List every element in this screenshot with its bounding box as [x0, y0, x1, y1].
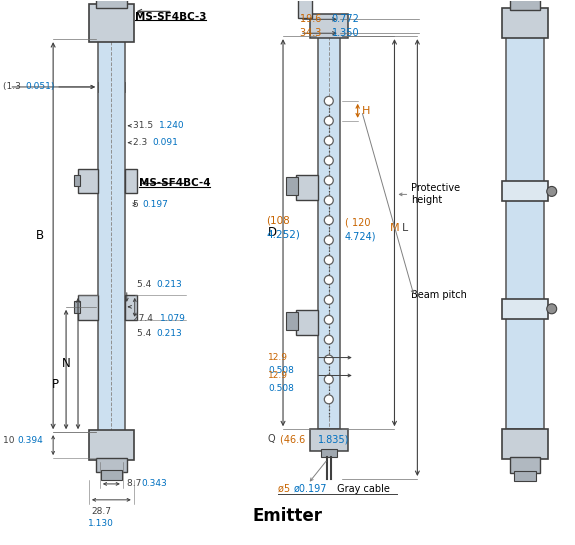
Text: 4.252): 4.252) — [266, 229, 300, 239]
Bar — [310, 14, 348, 38]
Text: 0.508: 0.508 — [268, 384, 294, 393]
Text: ø5: ø5 — [278, 484, 293, 494]
Text: Gray cable: Gray cable — [334, 484, 390, 494]
Bar — [321, 449, 337, 457]
Text: M: M — [389, 223, 399, 233]
Bar — [125, 168, 137, 193]
Text: 1.240: 1.240 — [159, 121, 184, 130]
Text: MS-SF4BC-3: MS-SF4BC-3 — [135, 13, 206, 22]
Bar — [96, 0, 126, 8]
Circle shape — [324, 295, 333, 304]
Text: Protective: Protective — [411, 184, 461, 193]
Text: 4.724): 4.724) — [345, 231, 376, 241]
Bar — [74, 174, 80, 186]
Circle shape — [324, 176, 333, 185]
Circle shape — [547, 304, 557, 314]
Text: 2.3: 2.3 — [133, 138, 150, 147]
Text: 1.835): 1.835) — [318, 434, 349, 444]
Text: 0.051): 0.051) — [25, 82, 55, 92]
Text: ( 120: ( 120 — [345, 217, 370, 227]
Bar — [514, 471, 536, 481]
Bar — [318, 36, 340, 429]
Text: 0.197: 0.197 — [143, 200, 168, 209]
Circle shape — [324, 235, 333, 245]
Text: Beam pitch: Beam pitch — [411, 290, 467, 300]
Bar — [298, 0, 312, 19]
Text: B: B — [36, 229, 44, 241]
Bar — [78, 295, 98, 320]
Circle shape — [324, 355, 333, 364]
Circle shape — [324, 96, 333, 105]
Bar — [502, 8, 548, 38]
Text: 0.213: 0.213 — [156, 281, 182, 289]
Bar — [74, 301, 80, 313]
Text: 19.6: 19.6 — [300, 14, 324, 25]
Bar — [98, 39, 125, 432]
Bar — [78, 168, 98, 193]
Circle shape — [324, 196, 333, 205]
Text: (46.6: (46.6 — [280, 434, 308, 444]
Text: (108: (108 — [266, 215, 290, 225]
Bar — [502, 299, 548, 319]
Text: height: height — [411, 195, 443, 205]
Bar — [96, 458, 126, 472]
Bar — [286, 312, 298, 330]
Text: 1.350: 1.350 — [332, 28, 359, 38]
Text: 0.394: 0.394 — [17, 435, 43, 445]
Bar — [510, 457, 540, 473]
Text: 12.9: 12.9 — [268, 353, 288, 362]
Circle shape — [324, 315, 333, 324]
Circle shape — [324, 136, 333, 145]
Bar — [89, 4, 134, 42]
Text: ø0.197: ø0.197 — [294, 484, 328, 494]
Text: MS-SF4BC-4: MS-SF4BC-4 — [139, 178, 210, 189]
Text: 10: 10 — [3, 435, 18, 445]
Text: 5.4: 5.4 — [137, 329, 154, 338]
Bar — [296, 175, 318, 201]
Text: 0.213: 0.213 — [156, 329, 182, 338]
Bar — [506, 36, 544, 429]
Circle shape — [324, 216, 333, 225]
Text: 0.091: 0.091 — [152, 138, 178, 147]
Bar — [502, 429, 548, 459]
Text: 1.079: 1.079 — [160, 314, 186, 323]
Circle shape — [324, 275, 333, 284]
Circle shape — [324, 375, 333, 384]
Text: Emitter: Emitter — [252, 507, 322, 525]
Circle shape — [547, 186, 557, 196]
Text: H: H — [362, 106, 370, 116]
Text: 34.3: 34.3 — [300, 28, 324, 38]
Text: 31.5: 31.5 — [133, 121, 156, 130]
Text: D: D — [267, 226, 277, 239]
Text: 0.343: 0.343 — [141, 480, 167, 488]
Text: 5: 5 — [133, 200, 141, 209]
Text: 12.9: 12.9 — [268, 371, 288, 380]
Text: (1.3: (1.3 — [3, 82, 24, 92]
Bar — [510, 0, 540, 10]
Text: Q: Q — [268, 434, 279, 444]
Circle shape — [324, 395, 333, 404]
Bar — [296, 310, 318, 335]
Text: N: N — [62, 357, 71, 370]
Bar — [286, 178, 298, 196]
Text: P: P — [52, 378, 59, 391]
Bar — [310, 429, 348, 451]
Circle shape — [324, 335, 333, 344]
Circle shape — [324, 116, 333, 125]
Circle shape — [324, 156, 333, 165]
Text: 8.7: 8.7 — [126, 480, 144, 488]
Text: 0.772: 0.772 — [332, 14, 359, 25]
Text: 27.4: 27.4 — [133, 314, 155, 323]
Text: 1.130: 1.130 — [88, 519, 114, 528]
Bar — [125, 295, 137, 320]
Text: 28.7: 28.7 — [91, 507, 111, 516]
Text: L: L — [401, 223, 408, 233]
Bar — [89, 430, 134, 460]
Text: 5.4: 5.4 — [137, 281, 154, 289]
Circle shape — [324, 256, 333, 264]
Bar — [101, 470, 122, 480]
Bar — [502, 181, 548, 201]
Text: 0.508: 0.508 — [268, 366, 294, 375]
